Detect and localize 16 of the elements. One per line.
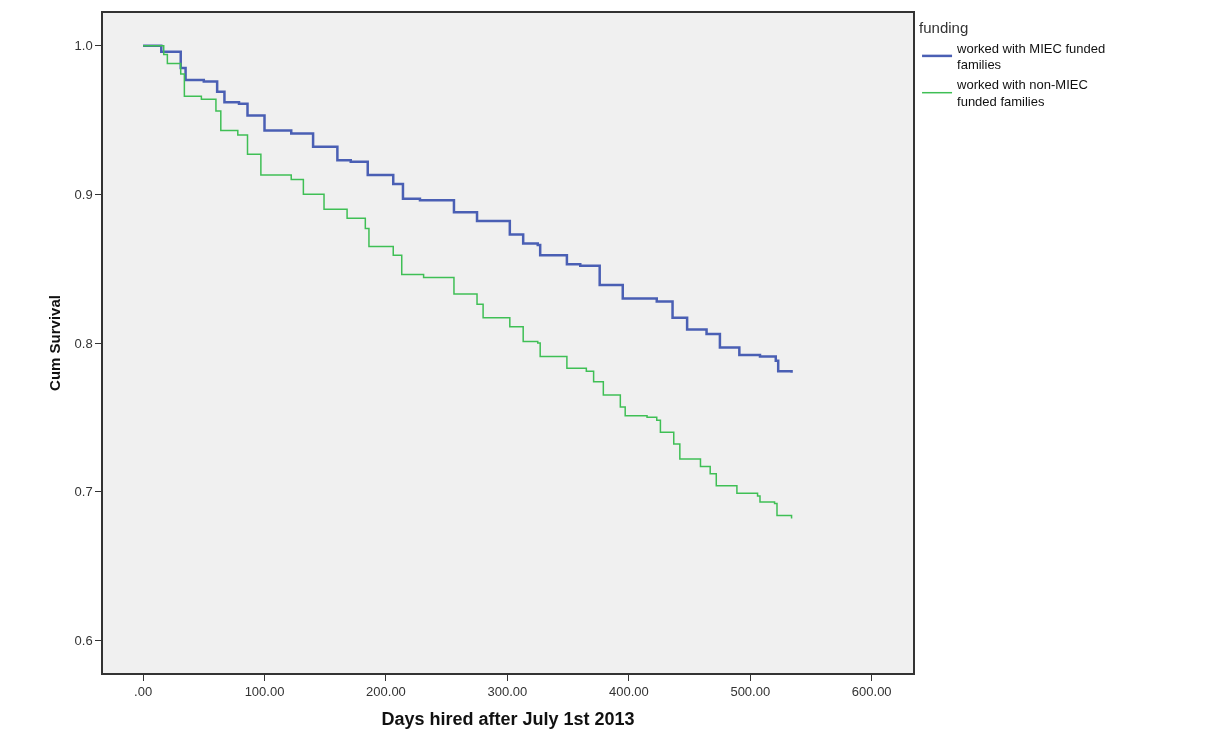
legend-label: worked with non-MIEC funded families [956, 77, 1088, 110]
x-tick-label: 200.00 [366, 684, 406, 700]
x-tick-label: 500.00 [730, 684, 771, 700]
x-tick-label: 400.00 [608, 684, 649, 700]
x-tick-label: 600.00 [851, 684, 892, 700]
y-tick-label: 0.6 [74, 632, 93, 648]
y-tick-label: 0.8 [74, 335, 93, 351]
y-tick-label: 1.0 [74, 38, 93, 54]
y-axis-title: Cum Survival [46, 295, 64, 391]
legend-title: funding [919, 18, 969, 36]
x-tick-label: 300.00 [487, 684, 528, 700]
y-tick-label: 0.7 [74, 484, 93, 500]
x-tick-label: 100.00 [244, 684, 285, 700]
y-tick-label: 0.9 [74, 186, 93, 202]
x-tick-label: .00 [134, 684, 153, 700]
x-axis-title: Days hired after July 1st 2013 [381, 708, 635, 729]
